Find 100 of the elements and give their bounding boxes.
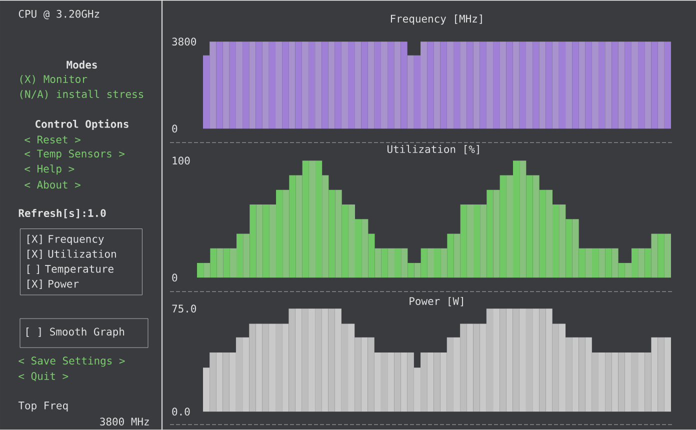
- bar: [638, 248, 645, 278]
- bar: [381, 248, 388, 278]
- text: Modes: [66, 60, 97, 69]
- bar: [216, 248, 224, 278]
- bar: [316, 160, 322, 278]
- bar: [328, 190, 336, 278]
- bar: [618, 262, 625, 278]
- bar: [480, 204, 487, 278]
- bar: [546, 190, 552, 278]
- bar: [342, 204, 348, 278]
- bar: [559, 204, 566, 278]
- bar: [598, 248, 606, 278]
- bar: [368, 234, 375, 278]
- bar: [447, 234, 454, 278]
- bar: [526, 175, 533, 278]
- bar: [566, 219, 572, 278]
- bar: [250, 204, 256, 278]
- text: < Save Settings >: [18, 356, 125, 367]
- bar: [644, 248, 652, 278]
- text: CPU @ 3.20GHz: [18, 10, 100, 20]
- bar: [664, 234, 671, 278]
- bar: [230, 248, 237, 278]
- bar: [269, 204, 276, 278]
- bar: [474, 204, 480, 278]
- bar: [302, 160, 309, 278]
- text: Control Options: [36, 119, 128, 130]
- bar: [276, 190, 283, 278]
- bar: [658, 234, 664, 278]
- y-tick-label: 0.0: [172, 408, 190, 416]
- chart-title: Utilization [%]: [388, 144, 479, 154]
- y-tick-label: 100: [172, 156, 190, 164]
- bar: [204, 262, 210, 278]
- bar: [506, 175, 513, 278]
- bar: [486, 190, 494, 278]
- y-tick-label: 0: [172, 274, 178, 282]
- bar: [282, 190, 290, 278]
- bar: [427, 248, 434, 278]
- bar: [513, 160, 520, 278]
- bar: [308, 160, 316, 278]
- bar: [335, 190, 342, 278]
- chart-title: Frequency [MHz]: [390, 14, 482, 25]
- y-tick-label: 3800: [172, 38, 196, 46]
- text: Top Freq: [18, 402, 68, 412]
- bar: [493, 190, 500, 278]
- text: < Help >: [24, 164, 74, 175]
- text: (N/A) install stress: [20, 90, 144, 100]
- bar: [289, 175, 296, 278]
- bar: [414, 262, 421, 278]
- bar: [624, 262, 632, 278]
- bar: [520, 160, 526, 278]
- text: (X) Monitor: [20, 74, 88, 84]
- bar: [466, 204, 474, 278]
- bar: [348, 204, 356, 278]
- text: < Quit >: [18, 372, 68, 382]
- bar: [223, 248, 230, 278]
- text: < Temp Sensors >: [24, 150, 125, 160]
- bar: [296, 175, 302, 278]
- bar: [262, 204, 270, 278]
- text: [X] Power: [28, 280, 79, 289]
- bar: [256, 204, 263, 278]
- text: < About >: [24, 180, 80, 189]
- text: [X] Utilization: [28, 250, 116, 259]
- bar: [631, 248, 638, 278]
- bar: [605, 248, 612, 278]
- bar: [355, 219, 362, 278]
- bar: [539, 190, 546, 278]
- bar: [408, 262, 414, 278]
- bar: [362, 219, 368, 278]
- bar: [612, 248, 618, 278]
- bar: [578, 248, 586, 278]
- bar: [322, 175, 329, 278]
- bar: [236, 234, 244, 278]
- bar: [394, 248, 402, 278]
- bar: [500, 175, 506, 278]
- bar: [197, 262, 204, 278]
- bar: [388, 248, 395, 278]
- bar: [420, 248, 428, 278]
- bar: [374, 248, 382, 278]
- text: [X] Frequency: [28, 234, 104, 245]
- bar: [434, 248, 441, 278]
- bar: [651, 234, 658, 278]
- bar: [592, 248, 599, 278]
- y-tick-label: 75.0: [172, 304, 196, 312]
- bar: [243, 234, 250, 278]
- text: [ ] Smooth Graph: [26, 327, 124, 338]
- bar: [572, 219, 579, 278]
- bar: [585, 248, 592, 278]
- text: [ ] Temperature: [28, 264, 114, 275]
- bar: [552, 204, 560, 278]
- bar: [532, 175, 540, 278]
- bar: [460, 204, 467, 278]
- bar: [210, 248, 217, 278]
- bar: [401, 248, 408, 278]
- bar: [440, 248, 448, 278]
- y-tick-label: 0: [172, 124, 178, 132]
- text: 3800 MHz: [100, 418, 149, 426]
- text: < Reset >: [24, 136, 80, 144]
- bar: [454, 234, 460, 278]
- text: Refresh[s]:1.0: [18, 208, 106, 218]
- chart-title: Power [W]: [410, 296, 463, 306]
